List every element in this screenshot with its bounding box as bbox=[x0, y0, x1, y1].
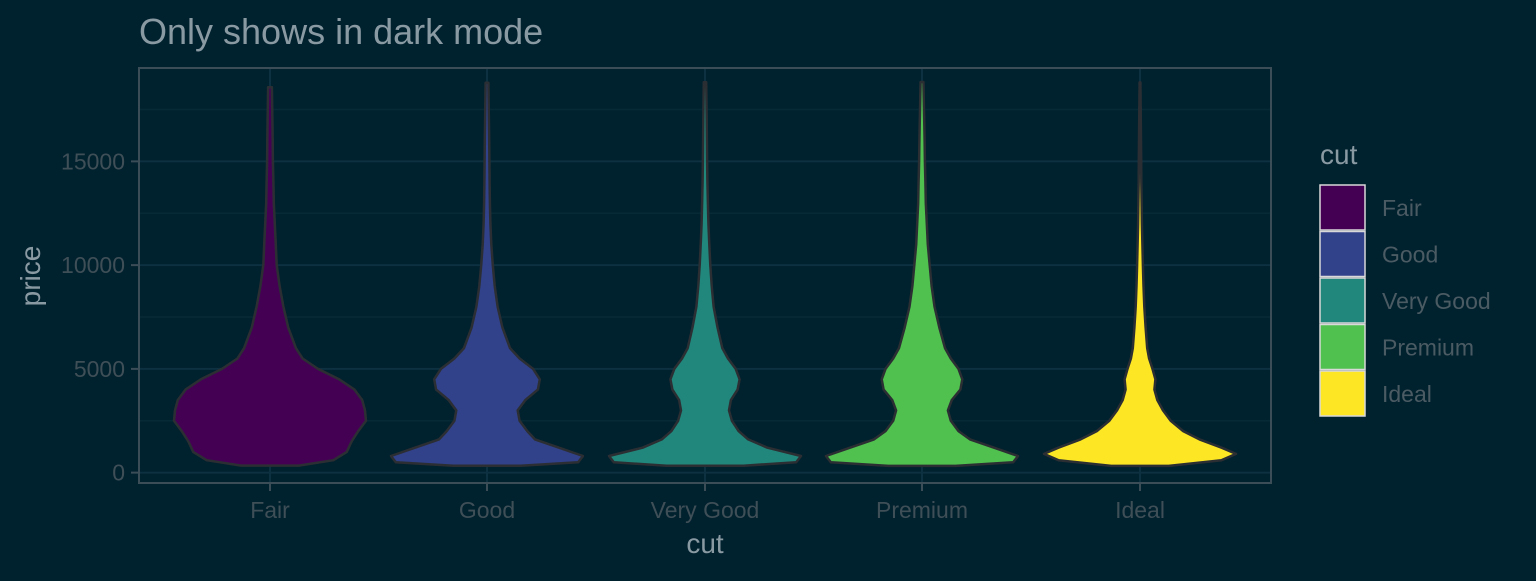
legend-label: Premium bbox=[1382, 335, 1474, 361]
y-tick-label: 15000 bbox=[61, 148, 125, 174]
x-axis: Fair Good Very Good Premium Ideal bbox=[250, 483, 1165, 523]
y-tick-label: 10000 bbox=[61, 252, 125, 278]
violin-ideal bbox=[1042, 81, 1238, 468]
x-tick-label: Premium bbox=[876, 497, 968, 523]
x-tick-label: Fair bbox=[250, 497, 290, 523]
x-axis-title: cut bbox=[686, 528, 724, 559]
y-tick-label: 0 bbox=[112, 460, 125, 486]
violin-very-good bbox=[607, 80, 803, 467]
legend-label: Fair bbox=[1382, 195, 1422, 221]
y-axis: 0 5000 10000 15000 bbox=[61, 148, 139, 486]
violin-premium bbox=[824, 80, 1020, 468]
y-axis-title: price bbox=[15, 246, 46, 307]
violin-good bbox=[389, 81, 585, 468]
violin-fair bbox=[172, 85, 368, 467]
legend-swatch-good bbox=[1319, 230, 1366, 278]
legend-items: Fair Good Very Good Premium Ideal bbox=[1319, 184, 1491, 417]
y-tick-label: 5000 bbox=[74, 356, 125, 382]
legend-swatch-fair bbox=[1319, 184, 1366, 231]
legend-swatch-premium bbox=[1319, 323, 1366, 371]
legend-label: Very Good bbox=[1382, 288, 1491, 314]
x-tick-label: Very Good bbox=[651, 497, 760, 523]
legend-swatch-ideal bbox=[1319, 370, 1366, 417]
violins bbox=[172, 80, 1238, 468]
x-tick-label: Good bbox=[459, 497, 515, 523]
legend-swatch-very-good bbox=[1319, 277, 1366, 324]
legend-title: cut bbox=[1320, 139, 1358, 170]
x-tick-label: Ideal bbox=[1115, 497, 1165, 523]
legend-label: Good bbox=[1382, 242, 1438, 268]
legend-label: Ideal bbox=[1382, 381, 1432, 407]
legend: cut Fair Good Very Good Premium Ideal bbox=[1319, 139, 1491, 417]
chart-title: Only shows in dark mode bbox=[139, 11, 543, 52]
